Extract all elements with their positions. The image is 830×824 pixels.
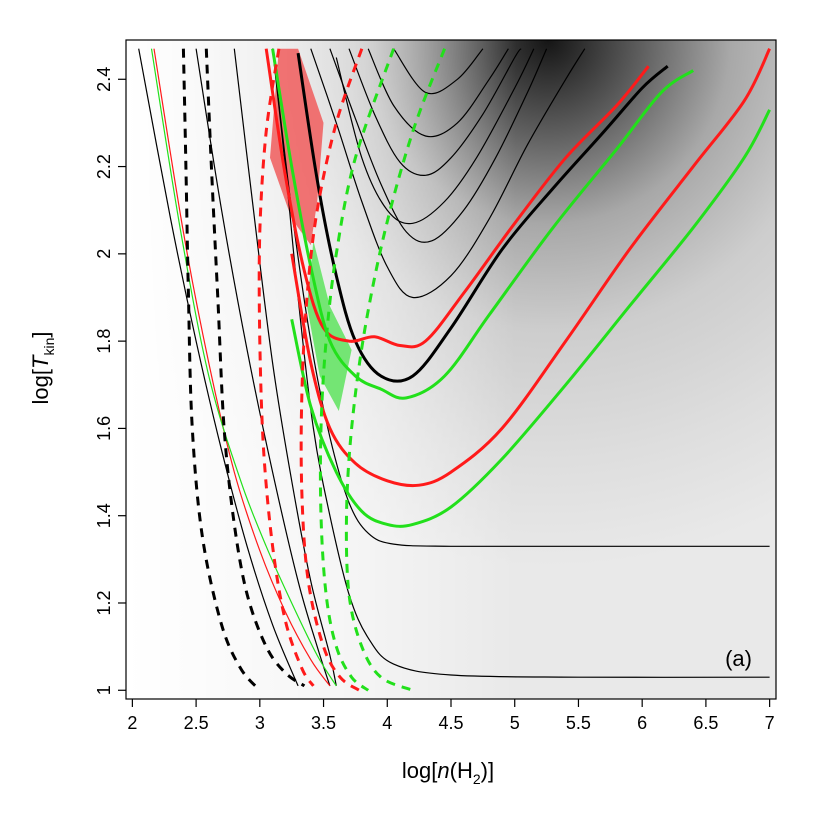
x-tick-label: 4.5 [438,713,463,733]
y-tick-label: 1 [94,685,114,695]
x-axis-title-prefix: log[ [402,758,437,783]
x-tick-label: 6.5 [693,713,718,733]
x-tick-label: 7 [765,713,775,733]
contour-3 [233,48,337,687]
contour-6 [310,48,586,299]
y-axis-title: log[Tkin] [28,332,57,405]
red-dash-2 [299,48,364,692]
contour-mid-1 [335,48,535,225]
red-solid-1 [153,48,331,687]
green-overlap-region [307,240,352,411]
regions-layer [270,48,352,411]
x-axis-title-var: n [437,758,449,783]
x-axis-title-suffix: )] [481,758,494,783]
green-solid-2 [271,48,695,400]
y-tick-label: 2 [94,249,114,259]
contour-2 [195,48,331,687]
black-dash-2 [204,48,306,688]
y-tick-label: 1.8 [94,329,114,354]
x-tick-label: 3.5 [311,713,336,733]
red-solid-2 [264,48,650,349]
y-axis: 1 1.2 1.4 1.6 1.8 2 2.2 2.4 [94,67,126,695]
y-tick-label: 1.2 [94,590,114,615]
contour-9 [367,48,509,138]
y-axis-title-suffix: ] [28,332,53,338]
y-tick-label: 1.6 [94,416,114,441]
plot-area [126,40,776,699]
y-tick-label: 1.4 [94,503,114,528]
contour-7 [329,48,548,243]
green-solid-1 [150,48,337,687]
y-axis-title-sub: kin [41,338,57,356]
contour-bold [296,52,669,383]
red-solid-3 [290,48,771,488]
x-tick-label: 5 [510,713,520,733]
x-axis-title: log[n(H2)] [402,758,494,787]
contour-10 [393,48,484,95]
contour-4 [272,48,770,548]
contour-1 [138,48,299,687]
lines-layer [138,48,771,692]
green-dash-1 [318,48,396,692]
black-dash-1 [181,48,261,692]
y-axis-title-prefix: log[ [28,369,53,404]
x-tick-label: 6 [637,713,647,733]
x-tick-label: 3 [255,713,265,733]
red-dash-1 [257,48,315,687]
panel-label: (a) [725,646,752,671]
x-axis-title-sub: 2 [473,771,481,787]
x-axis-title-mid: (H [450,758,473,783]
red-overlap-region [270,48,324,246]
y-tick-label: 2.4 [94,67,114,92]
contour-8 [348,48,522,176]
x-tick-label: 5.5 [566,713,591,733]
y-axis-title-var: T [28,354,53,369]
x-axis: 2 2.5 3 3.5 4 4.5 5 5.5 6 6.5 7 [127,699,775,733]
x-tick-label: 2 [127,713,137,733]
y-tick-label: 2.2 [94,154,114,179]
x-tick-label: 2.5 [184,713,209,733]
x-tick-label: 4 [382,713,392,733]
green-solid-3 [290,109,771,528]
